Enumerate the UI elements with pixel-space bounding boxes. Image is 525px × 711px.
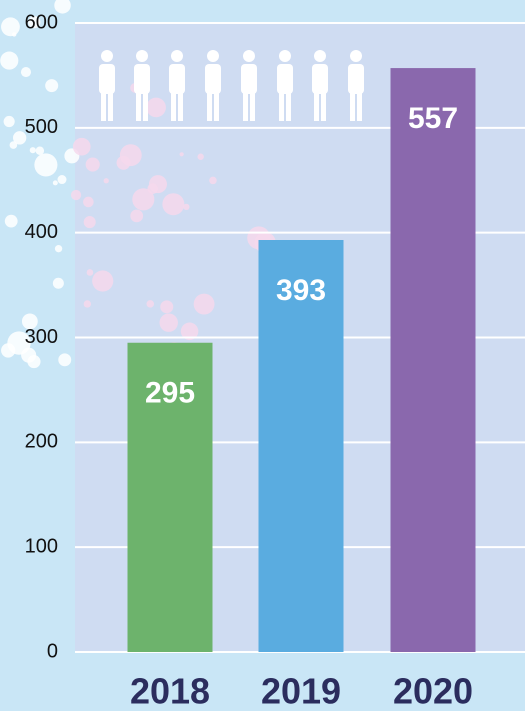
decoration bbox=[0, 0, 307, 369]
dot bbox=[183, 203, 190, 211]
y-tick-label: 0 bbox=[47, 640, 58, 662]
value-label: 393 bbox=[276, 274, 326, 307]
x-tick-label: 2018 bbox=[130, 671, 210, 711]
dot bbox=[34, 153, 58, 177]
bar bbox=[390, 68, 476, 653]
bar bbox=[127, 342, 213, 652]
dot bbox=[4, 214, 18, 228]
dot bbox=[58, 353, 72, 367]
dot bbox=[54, 0, 71, 14]
dot bbox=[35, 146, 45, 155]
x-tick-label: 2020 bbox=[393, 671, 473, 711]
y-tick-label: 300 bbox=[25, 326, 58, 348]
dot bbox=[52, 277, 64, 289]
dot bbox=[52, 180, 58, 186]
dot bbox=[20, 67, 32, 78]
dot bbox=[146, 300, 155, 308]
dot bbox=[29, 147, 36, 154]
y-tick-label: 400 bbox=[25, 221, 58, 243]
dot bbox=[21, 347, 37, 363]
dot bbox=[180, 322, 199, 341]
y-tick-label: 600 bbox=[25, 11, 58, 33]
dot bbox=[9, 141, 18, 149]
dot bbox=[45, 79, 59, 93]
bar bbox=[258, 240, 344, 652]
dot bbox=[160, 300, 174, 314]
dot bbox=[119, 144, 142, 167]
dot bbox=[159, 313, 178, 332]
dot bbox=[57, 175, 67, 185]
dot bbox=[179, 152, 184, 157]
dot bbox=[70, 189, 82, 201]
dot bbox=[147, 183, 159, 194]
dot bbox=[83, 216, 96, 229]
dot bbox=[12, 131, 27, 145]
dot bbox=[72, 137, 91, 156]
value-label: 557 bbox=[408, 102, 458, 135]
dot bbox=[146, 97, 166, 118]
dot bbox=[1, 343, 16, 358]
dot bbox=[193, 293, 215, 315]
y-tick-label: 100 bbox=[25, 535, 58, 557]
x-tick-label: 2019 bbox=[261, 671, 341, 711]
dot bbox=[3, 115, 15, 128]
dot bbox=[0, 51, 19, 70]
y-tick-label: 500 bbox=[25, 116, 58, 138]
y-tick-label: 200 bbox=[25, 431, 58, 453]
dot bbox=[103, 178, 109, 184]
dot bbox=[130, 209, 144, 223]
dot bbox=[209, 176, 217, 185]
value-label: 295 bbox=[145, 377, 195, 410]
dot bbox=[92, 270, 114, 292]
dot bbox=[1, 17, 20, 37]
dot bbox=[83, 196, 94, 208]
dot bbox=[54, 245, 63, 253]
dot bbox=[197, 153, 204, 160]
dot bbox=[132, 188, 155, 211]
dot bbox=[86, 269, 94, 276]
dot bbox=[28, 16, 41, 29]
dot bbox=[83, 300, 92, 308]
dot bbox=[21, 313, 38, 330]
dot bbox=[85, 157, 100, 172]
dot bbox=[162, 193, 185, 216]
